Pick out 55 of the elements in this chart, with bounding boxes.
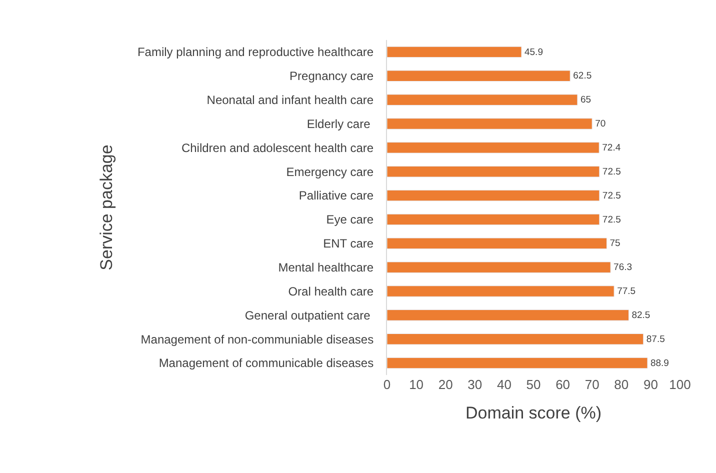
- data-label: 72.5: [602, 214, 621, 226]
- y-tick-label: Pregnancy care: [290, 69, 374, 84]
- y-tick-label: Palliative care: [298, 188, 374, 203]
- x-tick-label: 70: [584, 377, 600, 392]
- x-tick-label: 10: [409, 377, 424, 392]
- data-label: 82.5: [632, 310, 650, 322]
- y-tick-label: Elderly care: [306, 116, 374, 131]
- data-label: 87.5: [646, 334, 665, 345]
- y-tick-label: Emergency care: [286, 164, 374, 179]
- bar: [387, 238, 607, 250]
- bar: [387, 142, 600, 154]
- data-label: 45.9: [524, 46, 543, 58]
- y-tick-label: Children and adolescent health care: [181, 140, 374, 155]
- data-label: 72.4: [602, 142, 621, 154]
- data-label: 72.5: [602, 166, 621, 178]
- data-label: 77.5: [617, 286, 636, 298]
- bar: [387, 166, 600, 178]
- bar: [387, 118, 592, 130]
- data-label: 88.9: [650, 358, 669, 369]
- bar: [387, 286, 614, 297]
- x-tick-label: 50: [526, 377, 541, 392]
- x-axis-title: Domain score (%): [465, 403, 602, 422]
- data-label: 65: [580, 94, 592, 106]
- bar: [387, 333, 644, 345]
- y-tick-label: Mental healthcare: [278, 260, 374, 275]
- bar: [387, 357, 648, 369]
- x-tick-label: 80: [614, 377, 629, 392]
- x-tick-label: 20: [438, 377, 453, 392]
- bar: [387, 70, 570, 82]
- bar: [387, 190, 600, 202]
- y-axis-title: Service package: [97, 144, 116, 270]
- data-label: 62.5: [573, 70, 592, 82]
- x-tick-label: 90: [643, 377, 658, 392]
- x-tick-label: 100: [669, 377, 691, 392]
- y-tick-label: Neonatal and infant health care: [206, 93, 374, 108]
- y-tick-label: Management of communicable diseases: [158, 356, 374, 370]
- bar: [387, 262, 611, 273]
- y-tick-label: Family planning and reproductive healthcare: [137, 45, 374, 60]
- data-label: 76.3: [614, 262, 632, 274]
- data-label: 70: [595, 118, 606, 130]
- y-tick-label: General outpatient care: [244, 308, 374, 322]
- bar: [387, 94, 578, 106]
- y-tick-label: Eye care: [326, 212, 374, 227]
- y-tick-label: Management of non-communiable diseases: [140, 332, 374, 346]
- x-tick-label: 0: [383, 377, 391, 392]
- bar: [387, 46, 522, 58]
- x-tick-label: 60: [556, 377, 570, 392]
- data-label: 72.5: [602, 190, 621, 202]
- data-label: 75: [610, 238, 620, 250]
- y-tick-label: ENT care: [323, 236, 374, 251]
- bar: [387, 310, 629, 321]
- x-tick-label: 30: [468, 377, 482, 392]
- bar: [387, 214, 600, 226]
- y-tick-label: Oral health care: [288, 284, 374, 298]
- x-tick-label: 40: [496, 377, 512, 392]
